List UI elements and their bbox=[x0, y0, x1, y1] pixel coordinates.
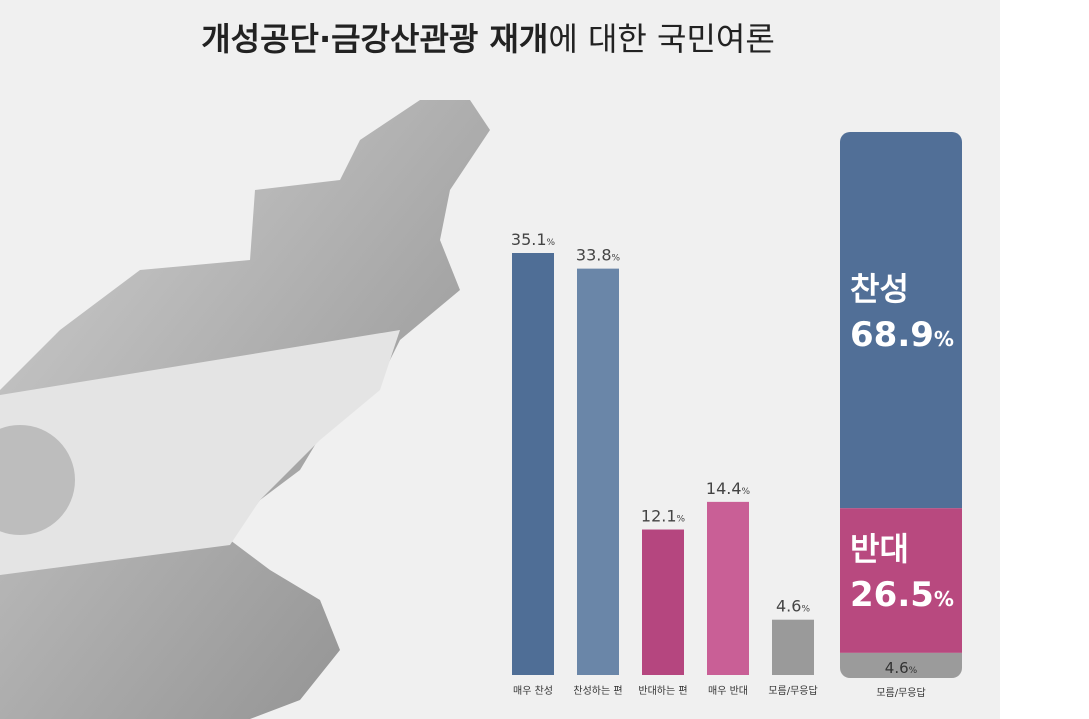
bar bbox=[772, 619, 814, 675]
category-label: 모름/무응답 bbox=[768, 685, 817, 697]
bar bbox=[707, 501, 749, 675]
category-label: 매우 찬성 bbox=[513, 685, 553, 697]
flag-circle bbox=[0, 425, 75, 535]
value-label: 12.1% bbox=[641, 507, 686, 526]
bar bbox=[512, 253, 554, 675]
flag-band bbox=[0, 330, 400, 575]
category-label: 찬성하는 편 bbox=[573, 684, 622, 697]
value-label: 33.8% bbox=[576, 246, 621, 265]
title-regular: 에 대한 국민여론 bbox=[548, 20, 774, 58]
category-label: 반대하는 편 bbox=[638, 684, 687, 697]
stack-segment bbox=[840, 508, 962, 653]
segment-name: 모름/무응답 bbox=[876, 687, 925, 699]
segment-value: 68.9% bbox=[850, 315, 954, 355]
stack bbox=[840, 132, 962, 678]
bar bbox=[642, 529, 684, 675]
value-label: 35.1% bbox=[511, 230, 556, 249]
segment-name: 반대 bbox=[850, 530, 909, 568]
stack-segment bbox=[840, 132, 962, 509]
bar bbox=[577, 268, 619, 675]
title: 개성공단·금강산관광 재개에 대한 국민여론 bbox=[201, 20, 775, 58]
category-label: 매우 반대 bbox=[708, 685, 748, 697]
value-label: 14.4% bbox=[706, 479, 751, 498]
stack-segment bbox=[840, 652, 962, 678]
segment-name: 찬성 bbox=[850, 270, 909, 308]
title-bold: 개성공단·금강산관광 재개 bbox=[201, 20, 548, 58]
